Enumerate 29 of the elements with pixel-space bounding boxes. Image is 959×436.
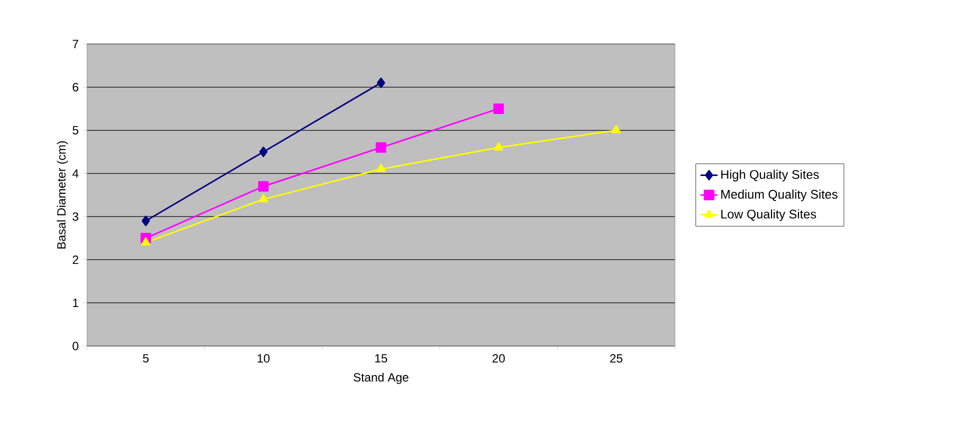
x-tick-label: 10 (258, 354, 270, 363)
legend-label: Low Quality Sites (721, 209, 816, 221)
y-tick-label: 2 (72, 256, 78, 264)
y-tick-label: 1 (73, 298, 78, 307)
point (376, 142, 386, 153)
x-tick-label: 20 (492, 354, 505, 363)
point (376, 164, 386, 172)
y-tick-label: 4 (72, 169, 78, 178)
point (612, 125, 621, 134)
y-tick-label: 3 (72, 212, 78, 221)
x-tick-label: 5 (142, 354, 149, 363)
y-tick-label: 5 (72, 126, 78, 134)
point (494, 142, 504, 151)
y-axis-title: Basal Diameter (cm) (56, 141, 68, 248)
point (141, 237, 150, 246)
point (258, 194, 268, 202)
point (376, 78, 386, 88)
x-tick-label: 15 (375, 354, 388, 363)
point (142, 216, 150, 226)
y-tick-label: 6 (72, 82, 78, 92)
point (493, 103, 504, 114)
point (258, 181, 269, 192)
x-axis-title: Stand Age (354, 372, 408, 384)
point (259, 146, 268, 158)
legend-label: Medium Quality Sites (721, 190, 838, 202)
legend-label: High Quality Sites (721, 170, 819, 182)
x-tick-label: 25 (610, 354, 622, 363)
y-tick-label: 0 (72, 342, 78, 350)
y-tick-label: 7 (72, 40, 78, 48)
